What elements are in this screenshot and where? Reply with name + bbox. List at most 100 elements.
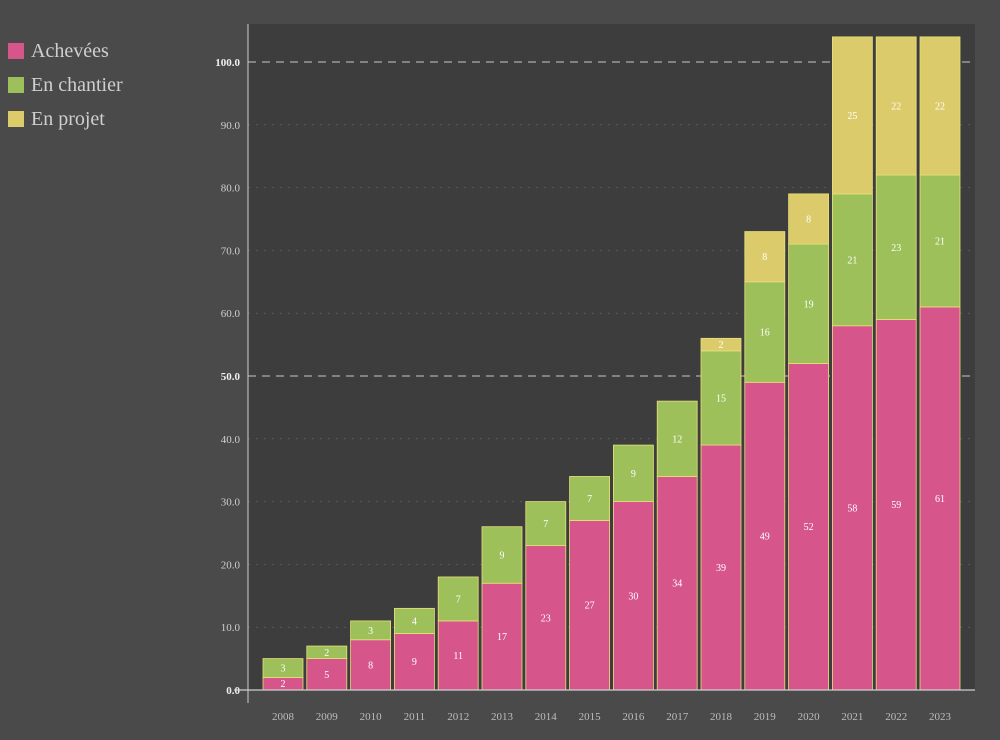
data-label: 27 [585, 601, 595, 612]
y-tick-label: 0.0 [226, 685, 240, 697]
bar-segment [481, 526, 523, 584]
y-tick-label: 90.0 [221, 120, 241, 132]
x-tick-label: 2014 [535, 711, 558, 723]
bar-segment [393, 607, 435, 634]
data-label: 7 [587, 494, 592, 505]
bar-segment [919, 36, 961, 176]
bar-segment [875, 319, 917, 691]
bar-segment [437, 576, 479, 622]
x-tick-label: 2020 [798, 711, 821, 723]
legend-swatch-en-projet [8, 111, 24, 127]
data-label: 2 [324, 648, 329, 659]
y-tick-label: 70.0 [221, 245, 241, 257]
data-label: 23 [891, 243, 901, 254]
x-tick-label: 2022 [885, 711, 907, 723]
data-label: 21 [935, 236, 945, 247]
legend: Achevées En chantier En projet [8, 34, 123, 136]
bar-segment [613, 444, 654, 502]
data-label: 23 [541, 613, 551, 624]
y-tick-label: 60.0 [221, 308, 241, 320]
bar-segment [744, 381, 786, 691]
legend-item-en-chantier[interactable]: En chantier [8, 68, 123, 102]
x-tick-label: 2016 [622, 711, 645, 723]
bar-segment [700, 444, 742, 691]
bar-segment [306, 658, 348, 691]
data-label: 25 [847, 111, 857, 122]
y-tick-label: 50.0 [221, 371, 241, 383]
bar-segment [350, 620, 392, 641]
y-tick-label: 30.0 [221, 497, 241, 509]
data-label: 8 [368, 660, 373, 671]
x-tick-label: 2019 [754, 711, 777, 723]
bar-segment [788, 363, 829, 691]
bar-segment [437, 620, 479, 691]
bar-segment [744, 231, 786, 283]
x-tick-label: 2018 [710, 711, 733, 723]
bar-segment [569, 476, 610, 521]
data-label: 49 [760, 532, 770, 543]
x-tick-label: 2008 [272, 711, 295, 723]
data-label: 5 [324, 670, 329, 681]
x-tick-label: 2013 [491, 711, 514, 723]
data-label: 2 [281, 679, 286, 690]
legend-label-en-chantier: En chantier [31, 73, 123, 96]
data-label: 9 [631, 469, 636, 480]
bar-segment [832, 36, 873, 195]
bar-segment [613, 501, 654, 691]
data-label: 3 [281, 664, 286, 675]
x-tick-label: 2011 [404, 711, 426, 723]
y-tick-label: 10.0 [221, 622, 241, 634]
data-label: 34 [672, 579, 682, 590]
data-label: 21 [847, 255, 857, 266]
legend-label-en-projet: En projet [31, 107, 105, 130]
bar-segment [656, 476, 698, 691]
data-label: 3 [368, 626, 373, 637]
bar-segment [919, 306, 961, 691]
x-tick-label: 2010 [360, 711, 383, 723]
data-label: 22 [935, 101, 945, 112]
data-label: 22 [891, 101, 901, 112]
legend-swatch-en-chantier [8, 77, 24, 93]
legend-item-achevees[interactable]: Achevées [8, 34, 123, 68]
data-label: 16 [760, 328, 770, 339]
bar-segment [700, 337, 742, 352]
bar-segment [350, 639, 392, 691]
bar-segment [481, 582, 523, 691]
bar-segment [919, 174, 961, 308]
data-label: 8 [806, 215, 811, 226]
data-label: 12 [672, 434, 682, 445]
legend-item-en-projet[interactable]: En projet [8, 102, 123, 136]
bar-segment [832, 193, 873, 327]
legend-label-achevees: Achevées [31, 39, 109, 62]
bar-segment [262, 658, 304, 678]
bar-segment [788, 243, 829, 364]
x-tick-label: 2021 [841, 711, 863, 723]
data-label: 8 [762, 252, 767, 263]
y-tick-label: 80.0 [221, 183, 241, 195]
bar-segment [832, 325, 873, 691]
data-label: 59 [891, 500, 901, 511]
x-tick-label: 2012 [447, 711, 469, 723]
y-tick-label: 40.0 [221, 434, 241, 446]
data-label: 17 [497, 632, 507, 643]
x-tick-label: 2023 [929, 711, 952, 723]
x-tick-label: 2009 [316, 711, 339, 723]
data-label: 4 [412, 616, 417, 627]
bar-segment [875, 36, 917, 176]
data-label: 30 [628, 591, 638, 602]
data-label: 9 [412, 657, 417, 668]
data-label: 2 [719, 340, 724, 351]
data-label: 7 [543, 519, 548, 530]
y-tick-label: 100.0 [215, 57, 240, 69]
data-label: 19 [804, 299, 814, 310]
data-label: 58 [847, 503, 857, 514]
data-label: 11 [453, 651, 463, 662]
data-label: 9 [500, 550, 505, 561]
bar-segment [656, 400, 698, 477]
data-label: 39 [716, 563, 726, 574]
y-tick-label: 20.0 [221, 559, 241, 571]
bar-segment [525, 501, 567, 546]
bar-segment [306, 645, 348, 659]
x-tick-label: 2017 [666, 711, 689, 723]
